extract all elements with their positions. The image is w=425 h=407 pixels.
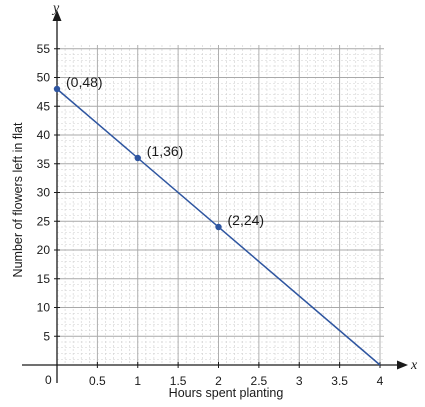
data-point: [53, 85, 61, 93]
point-label: (0,48): [66, 74, 103, 90]
x-tick-label: 1: [134, 374, 141, 388]
y-axis-arrow: [52, 10, 62, 21]
major-grid: [57, 45, 384, 365]
data-point: [134, 154, 141, 162]
point-label: (2,24): [228, 212, 265, 228]
x-tick-label: 3: [296, 374, 303, 388]
y-tick-label: 40: [37, 128, 51, 142]
x-axis-title: Hours spent planting: [169, 386, 284, 400]
minor-grid: [56, 45, 384, 365]
y-tick-label: 30: [37, 186, 51, 200]
x-axis-name: x: [410, 358, 418, 373]
y-tick-label: 35: [37, 157, 51, 171]
y-tick-label: 55: [37, 42, 51, 56]
y-tick-label: 20: [37, 243, 51, 257]
x-tick-label: 4: [377, 374, 384, 388]
data-point: [215, 223, 222, 231]
y-tick-label: 50: [37, 71, 51, 85]
x-tick-label: 0.5: [89, 374, 106, 388]
y-tick-label: 45: [37, 99, 51, 113]
y-axis-name: y: [51, 1, 60, 16]
x-axis-arrow: [397, 360, 408, 370]
y-axis-title: Number of flowers left in flat: [11, 122, 25, 277]
x-tick-label: 2.5: [251, 374, 268, 388]
points-layer: (0,48) (1,36) (2,24): [53, 74, 265, 231]
x-tick-label: 3.5: [331, 374, 348, 388]
y-tick-label: 15: [37, 272, 51, 286]
y-ticks: 5 10 15 20 25 30 35 40 45 50 55: [37, 42, 60, 343]
y-tick-label: 5: [43, 329, 50, 343]
y-tick-label: 25: [37, 214, 51, 228]
origin-label: 0: [45, 373, 52, 387]
x-tick-label: 2: [215, 374, 222, 388]
axes: x y 0: [22, 1, 418, 387]
y-tick-label: 10: [37, 301, 51, 315]
point-label: (1,36): [147, 143, 184, 159]
x-ticks: 0.5 1 1.5 2 2.5 3 3.5 4: [89, 362, 384, 388]
x-tick-label: 1.5: [170, 374, 187, 388]
